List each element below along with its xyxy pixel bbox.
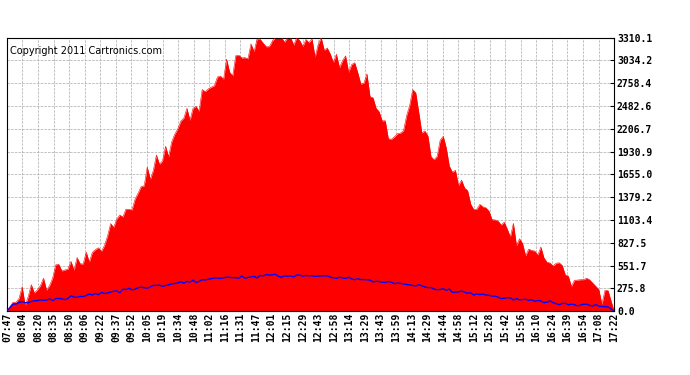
Text: Total PV Power (watts red) & Effective Solar Radiation (W/m2 blue) Sat Nov 5 17:: Total PV Power (watts red) & Effective S… — [7, 13, 664, 27]
Text: Copyright 2011 Cartronics.com: Copyright 2011 Cartronics.com — [10, 46, 162, 56]
